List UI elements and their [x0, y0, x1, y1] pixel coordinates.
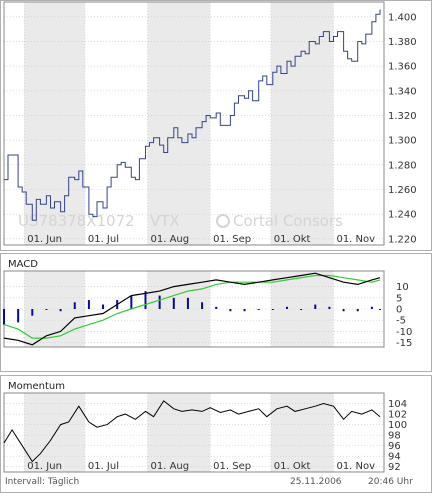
- momentum-frame: [3, 392, 385, 473]
- momentum-xtick-1: 01. Jul: [88, 461, 119, 472]
- price-frame: [3, 1, 385, 246]
- watermark-brand: Cortal Consors: [233, 212, 343, 230]
- price-xtick-2: 01. Aug: [151, 234, 190, 245]
- price-ytick-0: 1.220: [388, 234, 417, 245]
- momentum-xtick-2: 01. Aug: [151, 461, 190, 472]
- macd-hist-bar: [158, 295, 161, 309]
- macd-hist-bar: [144, 291, 147, 309]
- price-ytick-2: 1.260: [388, 185, 417, 196]
- momentum-xtick-4: 01. Okt: [274, 461, 311, 472]
- macd-hist-bar: [314, 304, 317, 309]
- momentum-ytick-5: 94: [388, 452, 401, 463]
- momentum-ytick-3: 98: [388, 431, 401, 442]
- momentum-ytick-2: 100: [388, 420, 407, 431]
- price-shade-0: [24, 2, 85, 245]
- macd-hist-bar: [378, 309, 381, 310]
- momentum-title: Momentum: [8, 381, 65, 392]
- macd-ytick-5: -15: [396, 338, 412, 349]
- macd-hist-bar: [130, 295, 133, 309]
- price-ytick-7: 1.360: [388, 62, 417, 73]
- price-ytick-4: 1.300: [388, 136, 417, 147]
- footer-date: 25.11.2006: [290, 477, 342, 487]
- price-xtick-0: 01. Jun: [27, 234, 62, 245]
- momentum-ytick-0: 104: [388, 399, 407, 410]
- macd-hist-bar: [186, 297, 189, 309]
- momentum-shade-1: [147, 393, 211, 472]
- watermark-logo-icon: [216, 214, 230, 228]
- price-ytick-8: 1.380: [388, 37, 417, 48]
- interval-label: Intervall: Täglich: [5, 477, 79, 487]
- momentum-xtick-0: 01. Jun: [27, 461, 62, 472]
- macd-hist-bar: [257, 309, 260, 310]
- macd-ytick-0: 10: [396, 282, 409, 293]
- macd-hist-bar: [201, 302, 204, 309]
- macd-shade-2: [270, 271, 334, 347]
- macd-ytick-3: -5: [396, 316, 406, 327]
- watermark-exchange: VTX: [150, 212, 180, 230]
- momentum-ytick-6: 92: [388, 462, 401, 473]
- macd-hist-bar: [172, 297, 175, 309]
- macd-shade-0: [24, 271, 85, 347]
- macd-hist-bar: [59, 309, 62, 312]
- price-panel: 1.220 1.240 1.260 1.280 1.300 1.320 1.340 1.360…: [3, 1, 417, 246]
- macd-hist-bar: [370, 306, 373, 309]
- macd-hist-bar: [356, 309, 359, 312]
- momentum-ytick-1: 102: [388, 410, 407, 421]
- momentum-xtick-3: 01. Sep: [213, 461, 251, 472]
- price-xtick-5: 01. Nov: [336, 234, 375, 245]
- price-shade-2: [270, 2, 334, 245]
- price-xtick-4: 01. Okt: [274, 234, 311, 245]
- macd-hist-bar: [31, 309, 34, 316]
- price-ytick-9: 1.400: [388, 12, 417, 23]
- price-shade-1: [147, 2, 211, 245]
- macd-ytick-4: -10: [396, 327, 412, 338]
- chart-footer: Intervall: Täglich 25.11.2006 20:46 Uhr: [5, 477, 413, 487]
- macd-hist-bar: [17, 309, 20, 323]
- price-ytick-3: 1.280: [388, 160, 417, 171]
- macd-hist-bar: [73, 302, 76, 309]
- macd-hist-bar: [300, 309, 303, 310]
- price-ytick-5: 1.320: [388, 111, 417, 122]
- macd-title: MACD: [8, 259, 38, 270]
- price-ytick-6: 1.340: [388, 86, 417, 97]
- macd-ytick-2: 0: [396, 305, 402, 316]
- macd-hist-bar: [342, 309, 345, 312]
- price-xtick-3: 01. Sep: [213, 234, 251, 245]
- macd-hist-bar: [215, 306, 218, 309]
- momentum-xtick-5: 01. Nov: [336, 461, 375, 472]
- macd-hist-bar: [102, 304, 105, 309]
- macd-hist-bar: [285, 306, 288, 309]
- momentum-ytick-4: 96: [388, 441, 401, 452]
- macd-hist-bar: [328, 306, 331, 309]
- watermark-instrument: US78378X1072: [18, 212, 135, 230]
- macd-hist-bar: [243, 309, 246, 312]
- momentum-line: [3, 400, 381, 463]
- price-xtick-1: 01. Jul: [88, 234, 119, 245]
- momentum-shade-2: [270, 393, 334, 472]
- price-ytick-1: 1.240: [388, 210, 417, 221]
- macd-hist-bar: [87, 300, 90, 309]
- macd-line: [3, 272, 381, 346]
- macd-hist-bar: [271, 309, 274, 310]
- macd-hist-bar: [45, 309, 48, 310]
- macd-ytick-1: 5: [396, 293, 402, 304]
- footer-time: 20:46 Uhr: [368, 477, 413, 487]
- macd-hist-bar: [229, 309, 232, 312]
- price-line: [4, 9, 381, 221]
- macd-hist-bar: [3, 309, 5, 325]
